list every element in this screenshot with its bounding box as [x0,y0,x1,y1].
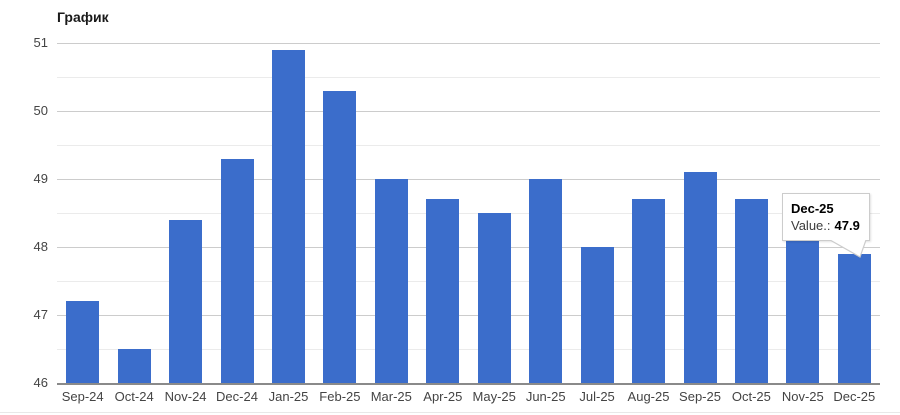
bar-apr-25[interactable] [426,199,460,383]
minor-gridline [57,349,880,350]
y-axis-tick-label: 48 [33,239,48,254]
y-axis-tick-label: 50 [33,103,48,118]
x-axis-tick-label: Apr-25 [423,389,463,404]
bar-jan-25[interactable] [272,49,305,383]
x-axis-tick-label: Oct-25 [731,389,771,404]
major-gridline [57,179,880,180]
major-gridline [57,247,880,248]
bar-jul-25[interactable] [580,247,614,383]
x-axis-tick-label: Nov-25 [781,389,824,404]
major-gridline [57,315,880,316]
x-axis-tick-label: Nov-24 [164,389,207,404]
bar-dec-25[interactable] [837,253,871,383]
tooltip: Dec-25 Value.: 47.9 [782,193,870,241]
minor-gridline [57,77,880,78]
y-axis-tick-label: 49 [33,171,48,186]
bottom-divider [0,412,900,413]
bar-jun-25[interactable] [529,179,563,383]
tooltip-pointer [829,240,867,258]
bar-feb-25[interactable] [323,90,357,383]
minor-gridline [57,213,880,214]
x-axis-tick-label: May-25 [472,389,516,404]
x-axis-tick-label: Jan-25 [268,389,309,404]
chart-title: График [57,9,109,25]
x-axis-tick-label: Sep-25 [679,389,721,404]
bar-sep-25[interactable] [683,172,717,383]
tooltip-category: Dec-25 [791,201,834,216]
bar-sep-24[interactable] [66,301,100,383]
major-gridline [57,111,880,112]
tooltip-value: 47.9 [834,218,860,233]
bar-dec-24[interactable] [220,158,254,383]
y-axis-tick-label: 51 [33,35,48,50]
x-axis-tick-label: Jun-25 [525,389,566,404]
bar-mar-25[interactable] [374,179,408,383]
x-axis-tick-label: Dec-25 [833,389,876,404]
bar-nov-25[interactable] [786,240,820,383]
y-axis-tick-label: 46 [33,375,48,390]
x-axis-tick-label: Jul-25 [579,389,615,404]
bar-nov-24[interactable] [169,219,203,383]
x-axis-tick-label: Feb-25 [319,389,361,404]
x-axis-tick-label: Sep-24 [61,389,104,404]
bar-may-25[interactable] [477,213,511,383]
bar-oct-24[interactable] [117,349,151,383]
x-axis-tick-label: Aug-25 [627,389,670,404]
minor-gridline [57,145,880,146]
x-axis-tick-label: Oct-24 [114,389,154,404]
major-gridline [57,43,880,44]
y-axis-tick-label: 47 [33,307,48,322]
minor-gridline [57,281,880,282]
bar-oct-25[interactable] [734,199,768,383]
tooltip-series-label: Value.: [791,218,831,233]
x-axis-tick-label: Dec-24 [216,389,258,404]
x-axis-baseline [57,383,880,385]
x-axis-tick-label: Mar-25 [370,389,412,404]
bar-aug-25[interactable] [632,199,665,383]
